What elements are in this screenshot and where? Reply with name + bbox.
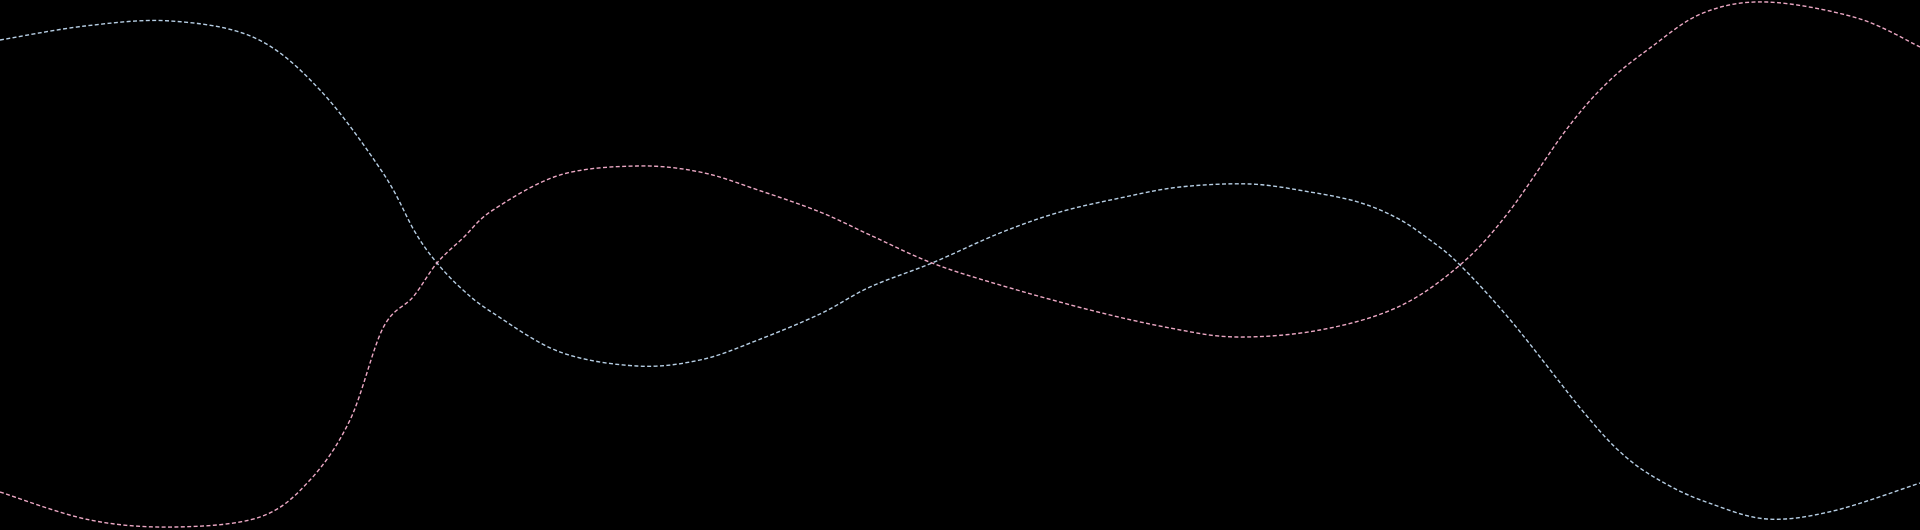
blue-wave-path <box>0 19 1920 520</box>
